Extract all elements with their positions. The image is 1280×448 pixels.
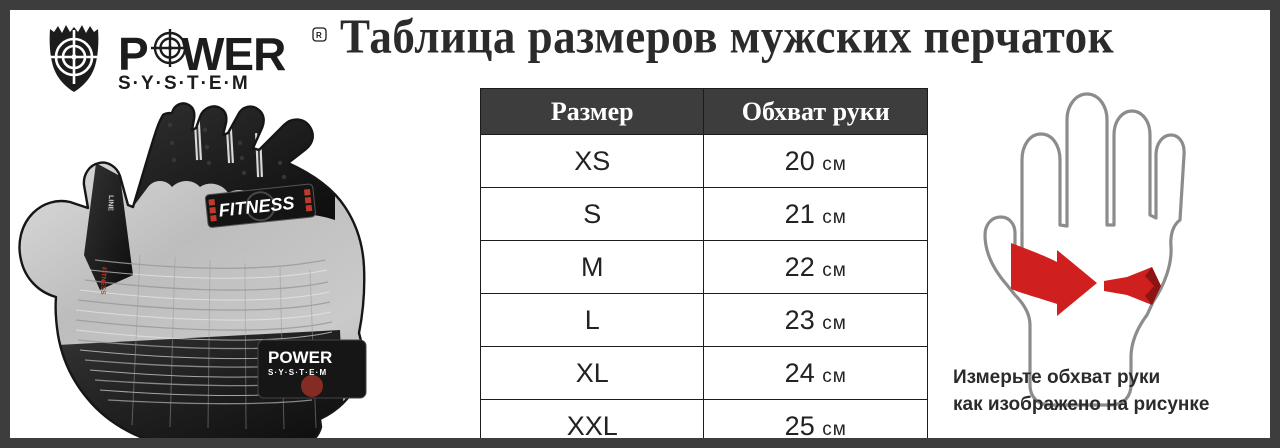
svg-text:S·Y·S·T·E·M: S·Y·S·T·E·M — [268, 368, 327, 377]
svg-text:S·Y·S·T·E·M: S·Y·S·T·E·M — [118, 73, 250, 93]
svg-text:LINE: LINE — [106, 195, 114, 212]
svg-text:R: R — [316, 31, 322, 40]
svg-text:POWER: POWER — [268, 348, 332, 367]
svg-text:FITNESS: FITNESS — [99, 267, 107, 295]
